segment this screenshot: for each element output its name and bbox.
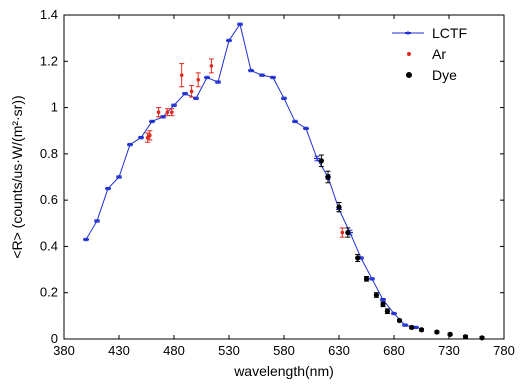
data-point	[409, 324, 415, 331]
y-tick-label: 1.4	[40, 7, 58, 22]
legend-label: LCTF	[432, 25, 467, 41]
series-ar	[145, 58, 345, 238]
data-point	[373, 292, 379, 298]
y-tick-label: 1.2	[40, 53, 58, 68]
x-tick-label: 480	[163, 343, 185, 358]
data-point	[196, 78, 200, 82]
series-dye	[318, 154, 485, 341]
data-point	[396, 317, 403, 324]
x-tick-label: 530	[218, 343, 240, 358]
legend-item-dye: Dye	[406, 67, 457, 83]
data-point	[479, 335, 485, 341]
data-point	[189, 89, 194, 94]
data-point	[336, 204, 342, 210]
axes-frame	[63, 14, 505, 340]
data-point	[179, 73, 184, 77]
x-tick-label: 430	[108, 343, 130, 358]
axis-ticks: 380 430 480 530 580 630 680 730 780 0 0.2 0.4 0.6 0.8…	[40, 7, 515, 358]
data-point	[447, 331, 453, 337]
legend-box	[386, 22, 498, 84]
data-point	[462, 334, 469, 340]
data-point	[434, 329, 440, 335]
legend-marker	[406, 72, 412, 78]
x-tick-label: 780	[493, 343, 515, 358]
y-tick-label: 1	[51, 100, 58, 115]
data-point	[363, 276, 370, 282]
data-point	[318, 158, 324, 164]
data-point	[355, 255, 361, 261]
x-tick-label: 680	[383, 343, 405, 358]
data-point	[418, 327, 425, 333]
legend: LCTF Ar Dye	[386, 22, 498, 84]
data-point	[340, 230, 345, 235]
legend-item-ar: Ar	[407, 46, 446, 62]
series-lctf	[83, 22, 419, 330]
x-tick-label: 730	[438, 343, 460, 358]
data-point	[325, 174, 331, 180]
data-point	[165, 110, 170, 114]
y-tick-label: 0	[51, 331, 58, 346]
y-tick-label: 0.6	[40, 192, 58, 207]
data-point	[345, 229, 351, 236]
data-point	[145, 135, 150, 140]
legend-marker	[407, 52, 411, 56]
plot-area	[83, 22, 485, 341]
data-point	[209, 64, 214, 68]
y-axis-label: <R> (counts/us·W/(m²·sr))	[9, 95, 25, 258]
y-tick-label: 0.4	[40, 238, 58, 253]
legend-item-lctf: LCTF	[392, 25, 467, 41]
data-point	[170, 110, 174, 114]
y-tick-label: 0.2	[40, 285, 58, 300]
y-tick-label: 0.8	[40, 146, 58, 161]
x-axis-label: wavelength(nm)	[233, 363, 334, 379]
data-point	[156, 110, 161, 114]
x-tick-label: 380	[53, 343, 75, 358]
legend-label: Ar	[432, 46, 446, 62]
data-point	[384, 308, 390, 314]
data-point	[380, 301, 386, 307]
data-point	[148, 133, 152, 138]
legend-label: Dye	[432, 67, 457, 83]
x-tick-label: 580	[273, 343, 295, 358]
x-tick-label: 630	[328, 343, 350, 358]
